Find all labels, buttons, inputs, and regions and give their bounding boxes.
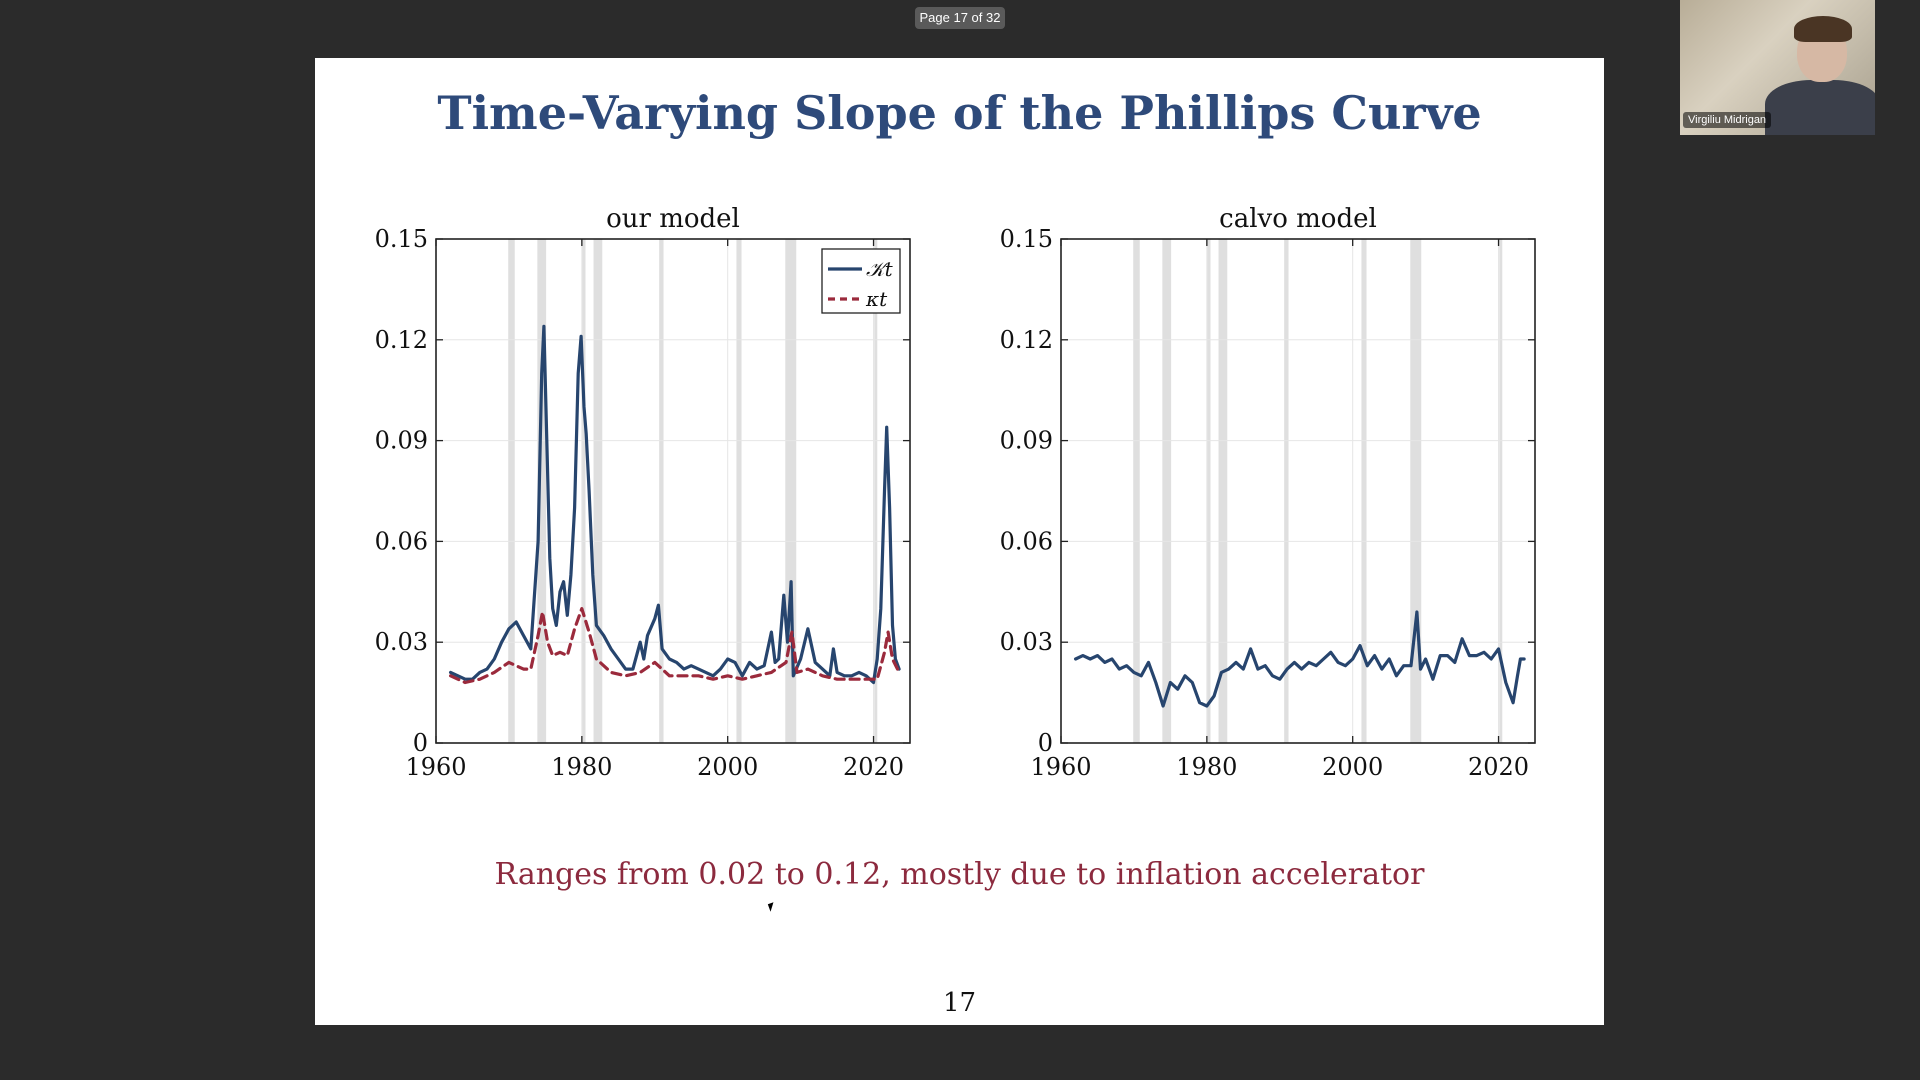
recession-band <box>1284 239 1289 743</box>
series-line-2 <box>449 607 901 685</box>
recession-band <box>537 239 547 743</box>
x-tick-label: 2020 <box>843 753 904 781</box>
slide: Time-Varying Slope of the Phillips Curve… <box>315 58 1604 1025</box>
chart-legend: 𝒦t κt <box>821 248 901 314</box>
y-tick-label: 0.03 <box>1000 628 1053 656</box>
chart-1: 0 0.03 0.06 0.09 0.12 0.15 1960 1980 2000 2020 our… <box>375 204 911 781</box>
x-tick-label: 2020 <box>1468 753 1529 781</box>
recession-band <box>581 239 586 743</box>
x-tick-label: 1980 <box>551 753 612 781</box>
legend-label-1: 𝒦t <box>866 257 894 281</box>
chart-2: 0 0.03 0.06 0.09 0.12 0.15 1960 1980 2000 2020 cal… <box>1000 204 1536 781</box>
series-line-1 <box>1074 610 1526 708</box>
x-tick-label: 2000 <box>697 753 758 781</box>
recession-band <box>659 239 664 743</box>
recession-band <box>1361 239 1367 743</box>
page-indicator: Page 17 of 32 <box>915 7 1005 29</box>
y-tick-label: 0 <box>413 729 428 757</box>
recession-band <box>1499 239 1503 743</box>
plot-frame <box>435 238 911 744</box>
plot-frame <box>1060 238 1536 744</box>
x-tick-label: 2000 <box>1322 753 1383 781</box>
slide-page-number: 17 <box>942 988 977 1018</box>
participant-video-tile[interactable]: Virgiliu Midrigan <box>1680 0 1875 135</box>
series-line-1 <box>449 324 901 685</box>
y-tick-label: 0.15 <box>1000 225 1053 253</box>
participant-body <box>1765 80 1875 135</box>
recession-band <box>1218 239 1228 743</box>
y-tick-label: 0.03 <box>375 628 428 656</box>
recession-band <box>874 239 878 743</box>
chart-title: calvo model <box>1219 204 1377 234</box>
x-tick-label: 1980 <box>1176 753 1237 781</box>
slide-title: Time-Varying Slope of the Phillips Curve <box>437 86 1482 140</box>
slide-caption: Ranges from 0.02 to 0.12, mostly due to … <box>494 857 1425 892</box>
recession-band <box>1133 239 1140 743</box>
chart-title: our model <box>606 204 740 234</box>
y-tick-label: 0.09 <box>1000 427 1053 455</box>
y-tick-label: 0.15 <box>375 225 428 253</box>
recession-band <box>736 239 742 743</box>
y-tick-label: 0.12 <box>375 326 428 354</box>
recession-band <box>508 239 515 743</box>
recession-band <box>1410 239 1422 743</box>
recession-band <box>1162 239 1172 743</box>
y-tick-label: 0.12 <box>1000 326 1053 354</box>
recession-band <box>785 239 797 743</box>
x-tick-label: 1960 <box>405 753 466 781</box>
y-tick-label: 0.06 <box>375 527 428 555</box>
x-tick-label: 1960 <box>1030 753 1091 781</box>
recession-band <box>1206 239 1211 743</box>
participant-name-label: Virgiliu Midrigan <box>1683 112 1772 128</box>
y-tick-label: 0 <box>1038 729 1053 757</box>
y-tick-label: 0.06 <box>1000 527 1053 555</box>
recession-band <box>593 239 603 743</box>
charts-area: 0 0.03 0.06 0.09 0.12 0.15 1960 1980 2000 2020 our… <box>375 204 1536 781</box>
legend-box <box>821 248 901 314</box>
participant-hair <box>1794 16 1852 42</box>
y-tick-label: 0.09 <box>375 427 428 455</box>
legend-label-2: κt <box>865 287 888 311</box>
